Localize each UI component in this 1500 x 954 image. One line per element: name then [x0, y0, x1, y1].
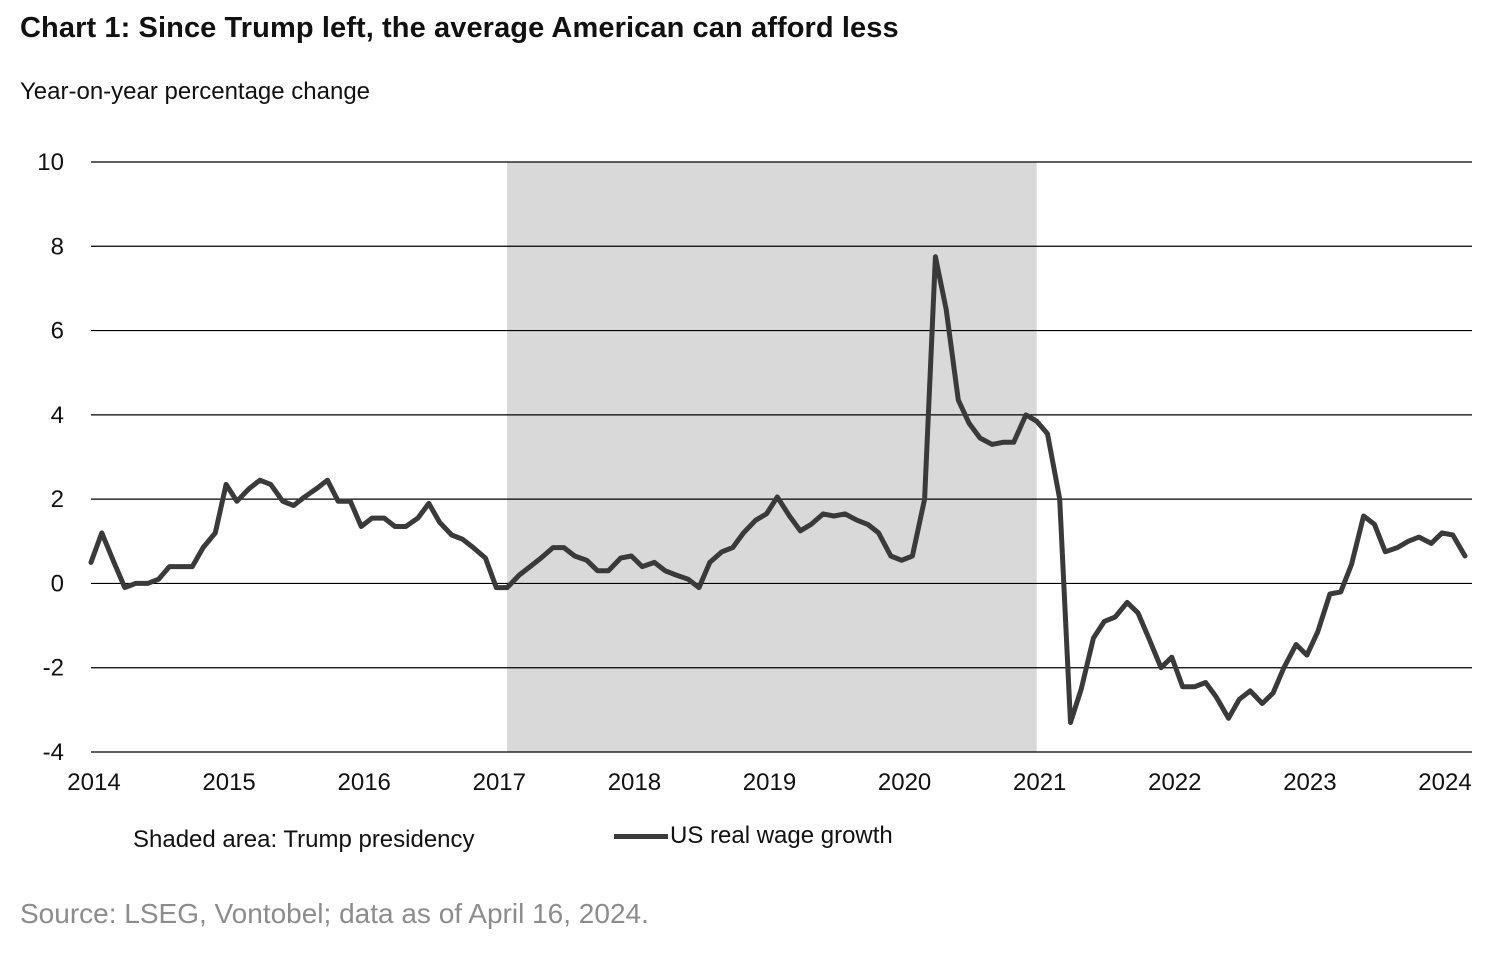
x-axis-tick-labels: 2014 2015 2016 2017 2018 2019 2020 2021 2022 2023…	[67, 769, 1471, 796]
shaded-region-rect	[507, 162, 1037, 752]
y-tick-label: -2	[43, 655, 64, 682]
x-tick-label: 2022	[1148, 769, 1201, 796]
y-axis-tick-labels: 10 8 6 4 2 0 -2 -4	[37, 149, 64, 766]
x-tick-label: 2016	[338, 769, 391, 796]
series-layer	[88, 254, 1468, 725]
series-line-us-real-wage-growth	[88, 254, 1468, 725]
horizontal-gridlines	[91, 161, 1472, 753]
legend-series-label: US real wage growth	[670, 822, 893, 849]
y-tick-label: 8	[51, 233, 64, 260]
x-tick-label: 2024	[1418, 769, 1471, 796]
x-tick-label: 2015	[202, 769, 255, 796]
y-tick-label: 4	[51, 402, 64, 429]
y-tick-label: 2	[51, 486, 64, 513]
shaded-area-note: Shaded area: Trump presidency	[133, 826, 475, 853]
legend-line-swatch	[614, 834, 668, 839]
x-tick-label: 2017	[473, 769, 526, 796]
source-note: Source: LSEG, Vontobel; data as of April…	[20, 898, 649, 929]
x-tick-label: 2021	[1013, 769, 1066, 796]
trump-presidency-shaded-area	[507, 162, 1037, 752]
x-tick-label: 2018	[608, 769, 661, 796]
x-tick-label: 2023	[1283, 769, 1336, 796]
y-tick-label: 0	[51, 570, 64, 597]
y-tick-label: -4	[43, 739, 64, 766]
y-axis-unit-label: Year-on-year percentage change	[20, 78, 371, 105]
x-tick-label: 2020	[878, 769, 931, 796]
chart-title: Chart 1: Since Trump left, the average A…	[20, 12, 899, 44]
x-tick-label: 2019	[743, 769, 796, 796]
y-tick-label: 6	[51, 318, 64, 345]
x-tick-label: 2014	[67, 769, 120, 796]
y-tick-label: 10	[37, 149, 64, 176]
